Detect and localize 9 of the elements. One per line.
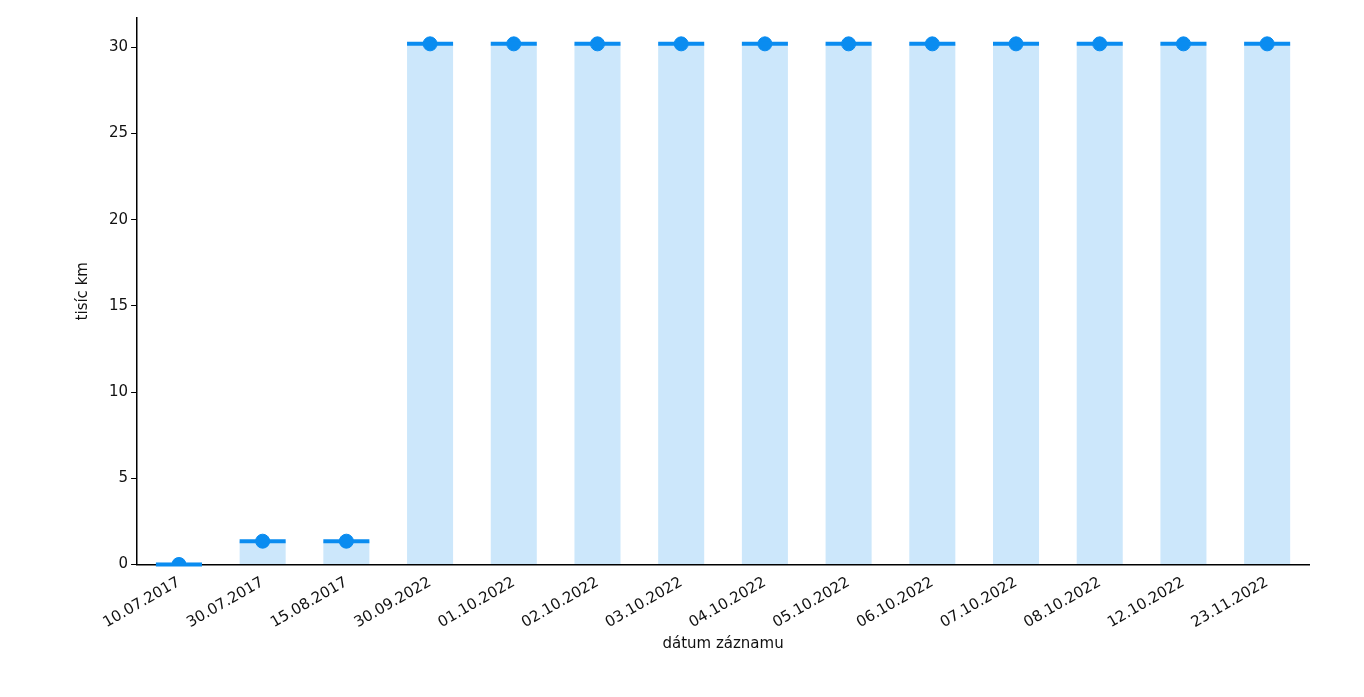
y-tick-label: 0 — [118, 554, 129, 573]
y-tick-label: 30 — [108, 37, 129, 56]
y-axis-title: tisíc km — [72, 262, 91, 321]
y-tick-label: 10 — [108, 381, 129, 400]
y-tick-label: 20 — [108, 209, 129, 228]
x-axis-title: dátum záznamu — [662, 633, 784, 652]
y-tick-label: 5 — [118, 468, 129, 487]
y-tick-label: 25 — [108, 123, 129, 142]
y-tick-label: 15 — [108, 295, 129, 314]
